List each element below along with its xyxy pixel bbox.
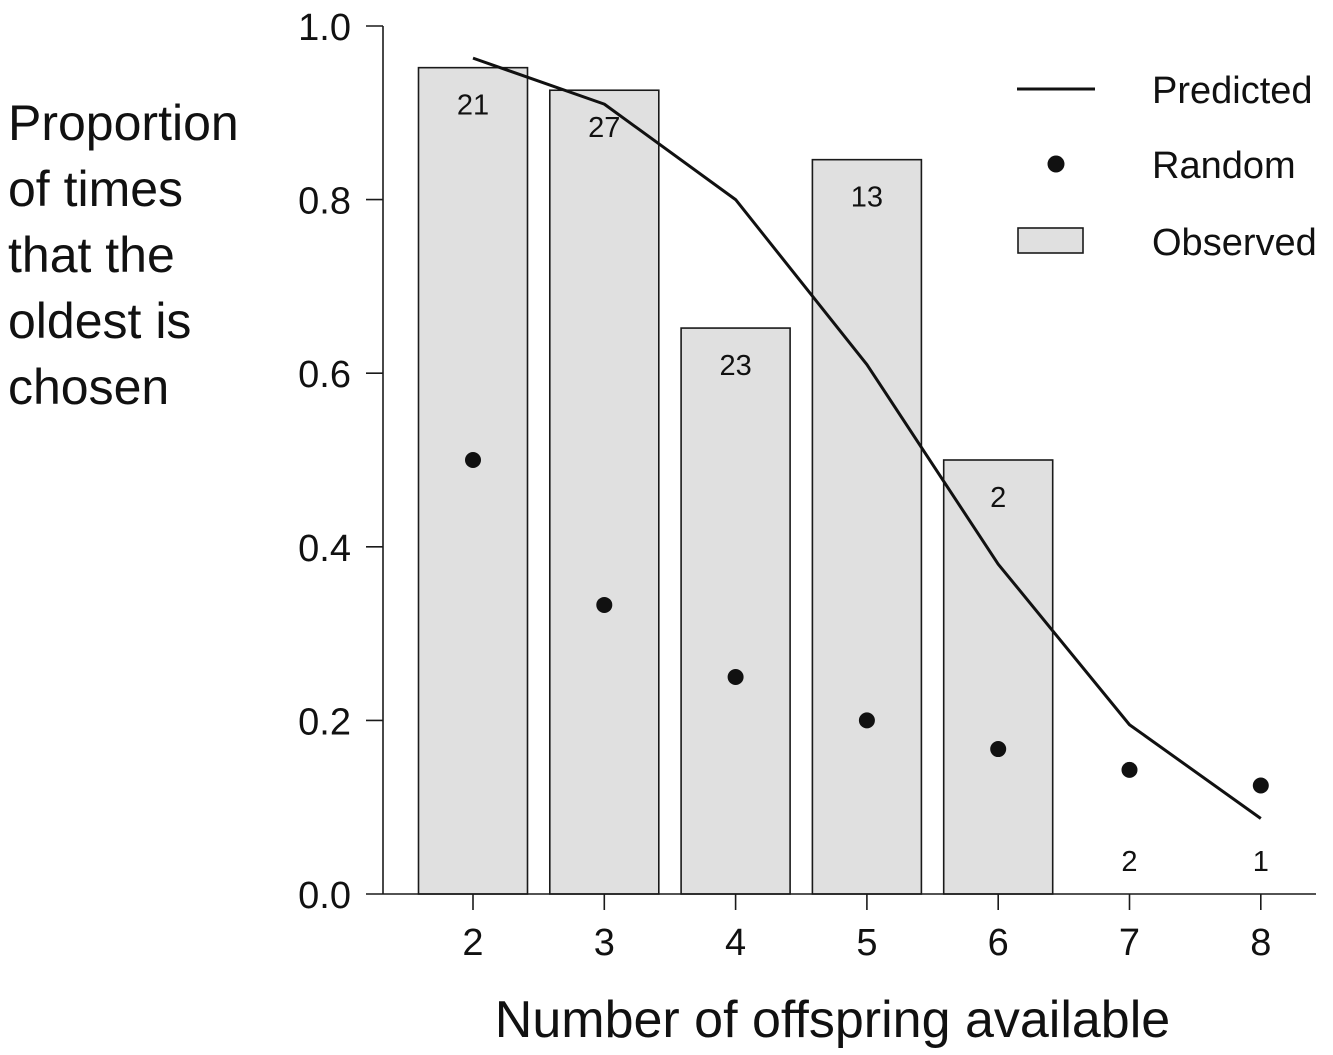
random-points-layer [465, 452, 1269, 794]
random-point [1252, 777, 1269, 794]
bars-layer [417, 66, 1054, 895]
bar-count-label: 1 [1253, 846, 1269, 878]
x-tick-label: 3 [594, 922, 615, 964]
bar-count-label: 13 [851, 182, 883, 214]
legend: Predicted Random Observed [1017, 70, 1317, 264]
observed-bar [811, 158, 923, 895]
y-axis-title-line: chosen [8, 359, 170, 415]
x-tick-label: 4 [725, 922, 746, 964]
random-point [858, 712, 875, 729]
y-axis-title-line: that the [8, 227, 175, 283]
random-point [727, 669, 744, 685]
y-tick-label: 0.2 [298, 701, 351, 743]
random-point [465, 452, 481, 468]
legend-random-swatch [1047, 155, 1065, 173]
bar-count-label: 21 [457, 90, 489, 122]
legend-label: Observed [1152, 222, 1317, 264]
bar-count-label: 2 [990, 482, 1006, 514]
y-tick-label: 0.4 [298, 528, 351, 570]
y-axis-title-line: of times [8, 161, 184, 217]
observed-bar [548, 89, 660, 895]
random-point [596, 596, 613, 613]
x-tick-label: 5 [856, 922, 877, 964]
random-point [1121, 761, 1138, 778]
observed-bar [417, 66, 529, 895]
random-point [990, 741, 1007, 758]
y-tick-label: 0.6 [298, 354, 351, 396]
y-axis-title-line: oldest is [8, 293, 192, 349]
observed-bar [680, 327, 791, 895]
x-tick-label: 7 [1119, 922, 1140, 964]
y-tick-label: 1.0 [298, 7, 351, 49]
x-tick-label: 6 [988, 922, 1009, 964]
x-tick-label: 2 [462, 922, 483, 964]
y-tick-label: 0.0 [298, 875, 351, 917]
predicted-line-layer [472, 56, 1262, 820]
y-tick-label: 0.8 [298, 181, 351, 223]
bar-count-label: 27 [588, 112, 620, 144]
x-axis-title: Number of offspring available [494, 991, 1171, 1049]
legend-label: Random [1152, 145, 1296, 187]
legend-label: Predicted [1152, 70, 1313, 112]
legend-observed-swatch [1017, 227, 1084, 254]
bar-count-label: 2 [1121, 846, 1137, 878]
y-axis-title-line: Proportion [8, 95, 239, 151]
bar-count-label: 23 [719, 350, 751, 382]
predicted-line [472, 56, 1262, 820]
observed-bar [942, 459, 1054, 895]
axes-layer: 0.00.20.40.60.81.02 3 4 5 6 7 8 [298, 7, 1316, 964]
x-tick-label: 8 [1250, 922, 1271, 964]
